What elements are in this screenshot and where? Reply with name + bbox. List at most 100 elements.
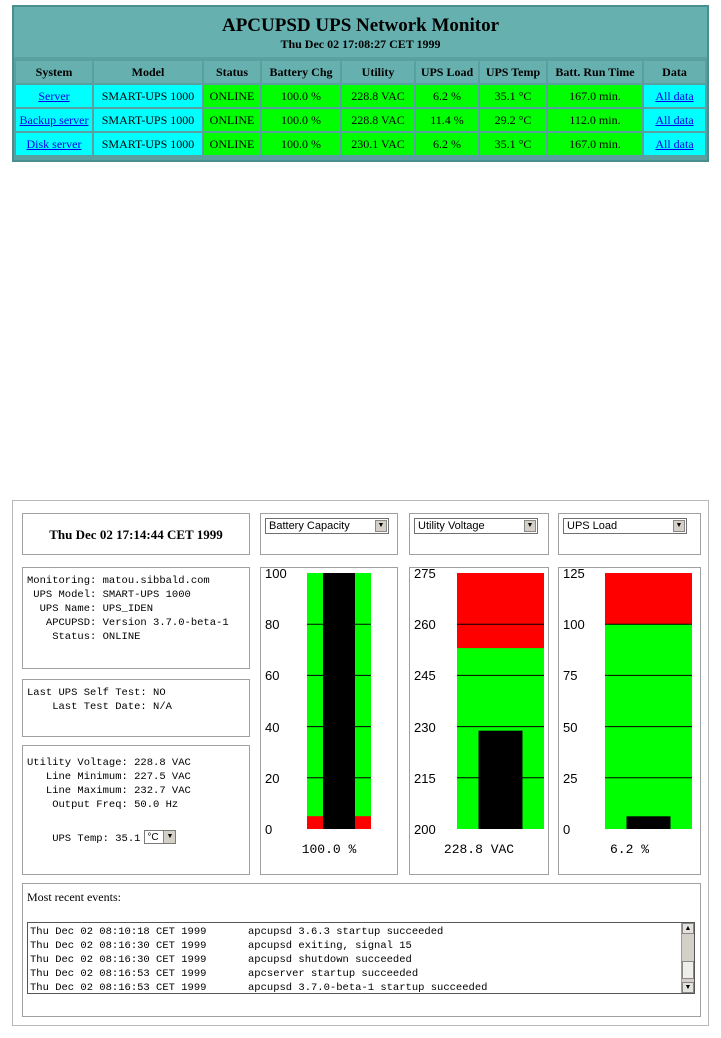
gauge-selector-utility: Utility Voltage ▼ <box>409 513 549 555</box>
info-status: Status: ONLINE <box>27 631 141 643</box>
battery-readout: 100.0 % <box>301 842 357 857</box>
dropdown-arrow-icon[interactable]: ▼ <box>375 520 387 532</box>
gauge-tick-label: 200 <box>414 822 436 837</box>
event-line: Thu Dec 02 08:10:18 CET 1999 apcupsd 3.6.… <box>30 925 487 939</box>
event-message: apcupsd exiting, signal 15 <box>248 940 412 952</box>
event-line: Thu Dec 02 08:16:30 CET 1999 apcupsd shut… <box>30 953 487 967</box>
voltage-box: Utility Voltage: 228.8 VAC Line Minimum:… <box>22 745 250 875</box>
cell-utility: 228.8 VAC <box>342 85 414 107</box>
self-test-box: Last UPS Self Test: NO Last Test Date: N… <box>22 679 250 737</box>
events-list[interactable]: Thu Dec 02 08:10:18 CET 1999 apcupsd 3.6.… <box>27 922 695 994</box>
gauge-selector-battery: Battery Capacity ▼ <box>260 513 398 555</box>
temp-unit-select[interactable]: °C ▼ <box>144 830 177 845</box>
col-header-status: Status <box>204 61 260 83</box>
ups-load-gauge: 6.2 % 125 100 75 50 25 0 <box>558 566 701 875</box>
cell-model: SMART-UPS 1000 <box>94 109 202 131</box>
cell-data: All data <box>644 133 705 155</box>
table-row: Backup server SMART-UPS 1000 ONLINE 100.0 %… <box>16 109 705 131</box>
battery-gauge-select-value: Battery Capacity <box>269 520 350 532</box>
info-model: UPS Model: SMART-UPS 1000 <box>27 589 191 601</box>
gauge-tick-label: 75 <box>563 668 578 684</box>
battery-gauge-select[interactable]: Battery Capacity ▼ <box>265 518 389 534</box>
cell-runtime: 167.0 min. <box>548 133 642 155</box>
gauge-tick-label: 230 <box>414 719 436 735</box>
utility-voltage-gauge: 228.8 VAC 275 260 245 230 215 200 <box>409 566 549 875</box>
self-test-date: Last Test Date: N/A <box>27 701 172 713</box>
gauge-tick-label: 260 <box>414 617 436 633</box>
event-message: apcserver startup succeeded <box>248 968 419 980</box>
cell-utility: 228.8 VAC <box>342 109 414 131</box>
monitor-header: APCUPSD UPS Network Monitor Thu Dec 02 1… <box>14 7 707 57</box>
dropdown-arrow-icon[interactable]: ▼ <box>163 831 176 844</box>
scroll-thumb[interactable] <box>682 961 694 979</box>
panel-date: Thu Dec 02 17:14:44 CET 1999 <box>49 527 223 542</box>
all-data-link[interactable]: All data <box>655 88 694 103</box>
cell-system: Disk server <box>16 133 92 155</box>
gauge-tick-label: 25 <box>563 770 578 786</box>
gauge-tick-label: 60 <box>265 668 280 684</box>
col-header-utility: Utility <box>342 61 414 83</box>
event-line: Thu Dec 02 08:16:30 CET 1999 apcupsd exit… <box>30 939 487 953</box>
cell-status: ONLINE <box>204 109 260 131</box>
event-message: apcupsd shutdown succeeded <box>248 954 412 966</box>
event-date: Thu Dec 02 08:10:18 CET 1999 <box>30 926 207 938</box>
scroll-down-icon[interactable]: ▼ <box>682 982 694 993</box>
cell-system: Server <box>16 85 92 107</box>
event-message: apcupsd 3.6.3 startup succeeded <box>248 926 444 938</box>
monitor-date: Thu Dec 02 17:08:27 CET 1999 <box>280 37 441 51</box>
system-link[interactable]: Disk server <box>26 136 82 151</box>
output-freq: Output Freq: 50.0 Hz <box>27 799 179 811</box>
utility-gauge-select[interactable]: Utility Voltage ▼ <box>414 518 538 534</box>
gauge-tick-label: 0 <box>563 822 571 837</box>
ups-temp-label: UPS Temp: 35.1 <box>27 833 141 845</box>
ups-status-table: System Model Status Battery Chg Utility … <box>14 59 707 157</box>
utility-readout: 228.8 VAC <box>443 842 515 857</box>
system-link[interactable]: Server <box>38 88 70 103</box>
gauge-tick-label: 50 <box>563 719 578 735</box>
gauge-tick-label: 0 <box>265 822 273 837</box>
load-gauge-select-value: UPS Load <box>567 520 618 532</box>
gauge-tick-label: 100 <box>563 617 585 633</box>
events-box: Most recent events: Thu Dec 02 08:10:18 … <box>22 883 701 1017</box>
all-data-link[interactable]: All data <box>655 112 694 127</box>
utility-voltage: Utility Voltage: 228.8 VAC <box>27 757 191 769</box>
cell-model: SMART-UPS 1000 <box>94 133 202 155</box>
dropdown-arrow-icon[interactable]: ▼ <box>524 520 536 532</box>
system-link[interactable]: Backup server <box>19 112 89 127</box>
gauge-tick-label: 40 <box>265 719 280 735</box>
info-monitoring: Monitoring: matou.sibbald.com <box>27 575 210 587</box>
cell-runtime: 167.0 min. <box>548 85 642 107</box>
gauge-tick-label: 245 <box>414 668 436 684</box>
gauge-bar <box>457 573 544 829</box>
ups-info-box: Monitoring: matou.sibbald.com UPS Model:… <box>22 567 250 669</box>
monitor-title: APCUPSD UPS Network Monitor <box>221 15 500 36</box>
dropdown-arrow-icon[interactable]: ▼ <box>673 520 685 532</box>
cell-temp: 35.1 °C <box>480 85 546 107</box>
gauge-tick-label: 275 <box>414 566 436 581</box>
all-data-link[interactable]: All data <box>655 136 694 151</box>
col-header-temp: UPS Temp <box>480 61 546 83</box>
cell-battery: 100.0 % <box>262 133 340 155</box>
table-row: Server SMART-UPS 1000 ONLINE 100.0 % 228.8 V… <box>16 85 705 107</box>
cell-battery: 100.0 % <box>262 85 340 107</box>
col-header-model: Model <box>94 61 202 83</box>
temp-unit-value: °C <box>147 832 159 844</box>
cell-temp: 35.1 °C <box>480 133 546 155</box>
col-header-data: Data <box>644 61 705 83</box>
cell-system: Backup server <box>16 109 92 131</box>
cell-load: 11.4 % <box>416 109 478 131</box>
gauge-high-warning-zone <box>457 573 544 649</box>
cell-status: ONLINE <box>204 85 260 107</box>
gauge-tick-label: 80 <box>265 617 280 633</box>
gauge-tick-label: 20 <box>265 770 280 786</box>
gauge-bar <box>605 573 692 829</box>
scroll-up-icon[interactable]: ▲ <box>682 923 694 934</box>
gauge-selector-load: UPS Load ▼ <box>558 513 701 555</box>
load-readout: 6.2 % <box>609 842 649 857</box>
cell-load: 6.2 % <box>416 85 478 107</box>
event-line: Thu Dec 02 08:16:53 CET 1999 apcupsd 3.7.… <box>30 981 487 993</box>
gauge-value-bar <box>323 573 355 829</box>
load-gauge-select[interactable]: UPS Load ▼ <box>563 518 687 534</box>
table-body: Server SMART-UPS 1000 ONLINE 100.0 % 228.8 V… <box>16 85 705 155</box>
events-scrollbar[interactable]: ▲ ▼ <box>681 923 694 993</box>
